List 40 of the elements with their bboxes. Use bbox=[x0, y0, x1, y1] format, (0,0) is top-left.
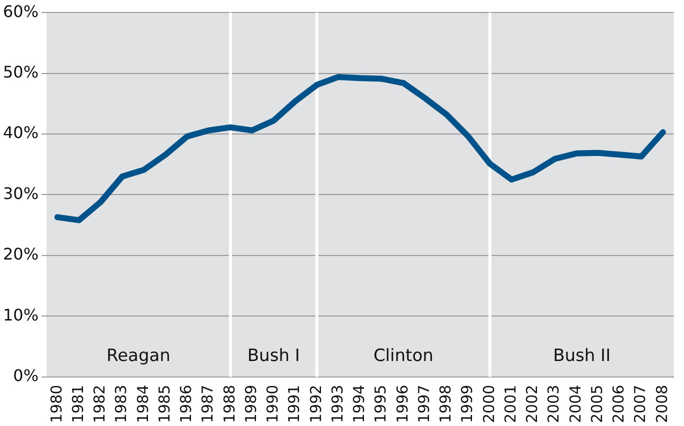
x-tick-label: 1984 bbox=[134, 384, 152, 424]
x-tick-label: 2002 bbox=[523, 384, 542, 424]
annotation: Clinton bbox=[373, 346, 434, 366]
x-tick-label: 1994 bbox=[350, 384, 368, 424]
x-tick-label: 2001 bbox=[501, 384, 520, 424]
y-tick-label: 30% bbox=[3, 184, 39, 203]
x-tick-label: 1989 bbox=[242, 384, 260, 424]
x-tick-label: 2006 bbox=[610, 384, 628, 424]
x-tick-label: 1991 bbox=[285, 384, 304, 424]
annotation: Bush II bbox=[553, 346, 611, 366]
x-tick-label: 1996 bbox=[393, 384, 412, 424]
x-tick-label: 2000 bbox=[480, 384, 498, 424]
x-tick-label: 2008 bbox=[652, 384, 671, 424]
x-tick-label: 2005 bbox=[588, 384, 606, 424]
x-tick-label: 1982 bbox=[90, 384, 109, 424]
x-tick-label: 1993 bbox=[328, 384, 346, 424]
x-tick-label: 1992 bbox=[306, 384, 325, 424]
x-tick-label: 1990 bbox=[264, 384, 282, 424]
x-tick-label: 1999 bbox=[458, 384, 476, 424]
y-tick-label: 20% bbox=[3, 244, 39, 264]
annotation: Reagan bbox=[106, 346, 170, 366]
x-tick-label: 1986 bbox=[177, 384, 196, 424]
x-tick-label: 1995 bbox=[372, 384, 390, 424]
y-tick-label: 40% bbox=[3, 123, 39, 142]
x-tick-label: 2004 bbox=[566, 384, 584, 424]
y-tick-label: 0% bbox=[13, 366, 39, 385]
x-tick-label: 2007 bbox=[631, 384, 650, 424]
x-tick-label: 1985 bbox=[155, 384, 174, 424]
y-tick-label: 60% bbox=[3, 2, 39, 21]
x-tick-label: 1983 bbox=[112, 384, 130, 424]
y-tick-label: 10% bbox=[3, 305, 39, 324]
x-tick-label: 1987 bbox=[198, 384, 217, 424]
x-tick-label: 1997 bbox=[414, 384, 433, 424]
x-tick-label: 1981 bbox=[68, 384, 87, 424]
x-tick-label: 1988 bbox=[220, 384, 238, 424]
x-tick-label: 1998 bbox=[436, 384, 455, 424]
x-tick-label: 2003 bbox=[544, 384, 563, 424]
y-tick-label: 50% bbox=[3, 62, 39, 82]
annotation: Bush I bbox=[247, 346, 300, 366]
x-tick-label: 1980 bbox=[47, 384, 66, 424]
